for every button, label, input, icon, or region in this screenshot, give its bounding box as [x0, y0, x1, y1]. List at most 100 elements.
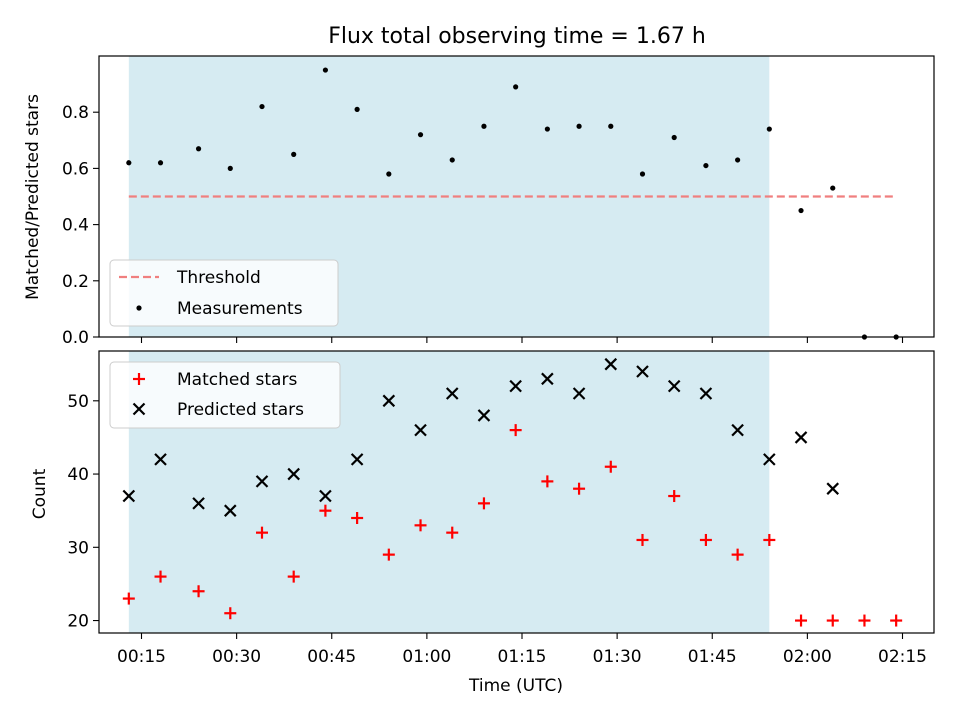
legend-matched-swatch [133, 373, 145, 385]
matched-star-marker [319, 504, 332, 517]
matched-star-marker [763, 533, 776, 546]
predicted-star-marker [122, 489, 136, 503]
measurement-point [354, 106, 360, 112]
predicted-star-marker [319, 489, 332, 503]
cross-stroke [350, 453, 364, 466]
top-x-ticks [140, 337, 904, 343]
predicted-star-markers [122, 357, 840, 517]
predicted-star-marker [445, 387, 459, 400]
predicted-star-marker [224, 504, 237, 517]
top-y-axis-label: Matched/Predicted stars [23, 94, 43, 300]
x-tick-label: 02:00 [783, 647, 832, 667]
measurement-point [639, 171, 646, 177]
predicted-star-marker [255, 475, 269, 488]
matched-star-marker [858, 614, 871, 627]
predicted-star-marker [154, 453, 167, 466]
cross-stroke [192, 497, 205, 510]
matched-star-marker [604, 460, 617, 473]
matched-star-marker [122, 592, 135, 605]
cross-stroke [132, 402, 146, 416]
x-tick-label: 01:45 [688, 647, 737, 667]
matched-star-marker [154, 570, 167, 583]
cross-stroke [445, 387, 459, 400]
y-tick-label: 50 [67, 392, 89, 412]
x-tick-label: 00:30 [212, 647, 261, 667]
cross-stroke [731, 423, 744, 437]
cross-stroke [826, 482, 840, 495]
measurement-point [576, 123, 582, 129]
y-tick-label: 0.8 [62, 103, 89, 123]
legend-cross [132, 402, 146, 416]
measurement-point [481, 123, 487, 129]
x-tick-label: 01:30 [593, 647, 642, 667]
measurement-point [513, 84, 519, 90]
cross-stroke [636, 365, 649, 378]
measurement-points [126, 67, 899, 340]
bottom-x-ticks: 00:15 00:30 00:45 01:00 01:15 01:30 01:45 02:00… [117, 633, 927, 667]
measurement-point [544, 126, 550, 132]
bottom-legend: Matched stars Predicted stars [109, 361, 341, 429]
cross-stroke [572, 387, 586, 400]
matched-star-marker [446, 526, 459, 539]
bottom-legend-box [109, 361, 341, 429]
legend-threshold-label: Threshold [176, 268, 261, 288]
cross-stroke [382, 394, 396, 408]
matched-star-marker [477, 497, 490, 510]
measurement-point [126, 160, 132, 166]
legend-predicted-swatch [132, 402, 146, 416]
predicted-star-marker [763, 453, 776, 466]
cross-stroke [604, 357, 618, 371]
y-tick-label: 40 [67, 465, 89, 485]
cross-stroke [763, 453, 776, 466]
cross-stroke [255, 475, 269, 488]
y-tick-label: 30 [67, 538, 89, 558]
top-y-ticks: 0.0 0.2 0.4 0.6 0.8 [62, 103, 99, 348]
predicted-star-marker [509, 379, 522, 393]
matched-star-marker [795, 614, 808, 627]
matched-star-markers [122, 424, 903, 627]
measurement-point [417, 132, 424, 138]
predicted-star-marker [192, 497, 205, 510]
cross-stroke [667, 379, 681, 393]
x-axis-label: Time (UTC) [468, 676, 563, 696]
legend-measurements-swatch [136, 305, 142, 311]
top-axes-frame [98, 55, 935, 338]
measurement-point [766, 126, 772, 132]
matched-star-marker [636, 533, 649, 546]
cross-stroke [477, 409, 491, 422]
bottom-y-ticks: 20 30 40 50 [67, 392, 99, 632]
cross-stroke [509, 379, 522, 393]
matched-star-marker [826, 614, 839, 627]
measurement-point [735, 157, 741, 163]
legend-predicted-label: Predicted stars [177, 400, 304, 420]
cross-stroke [414, 423, 427, 437]
matched-star-marker [255, 526, 268, 539]
matched-star-marker [731, 548, 744, 561]
matched-star-marker [351, 512, 364, 525]
measurement-point [291, 151, 297, 157]
matched-star-marker [890, 614, 903, 627]
cross-stroke [319, 489, 332, 503]
cross-stroke [154, 453, 167, 466]
matched-star-marker [668, 490, 681, 503]
measurement-point [608, 123, 614, 129]
matched-star-marker [573, 482, 586, 495]
predicted-star-marker [414, 423, 427, 437]
measurement-point [386, 171, 392, 177]
predicted-star-marker [604, 357, 618, 371]
measurement-point [157, 160, 164, 166]
top-legend-box [109, 259, 339, 327]
measurement-point [227, 165, 233, 171]
measurement-point [259, 103, 265, 110]
predicted-star-marker [541, 372, 554, 386]
predicted-star-marker [350, 453, 364, 466]
x-tick-label: 02:15 [878, 647, 927, 667]
matched-star-marker [287, 570, 300, 583]
legend-plus [133, 373, 145, 385]
cross-stroke [224, 504, 237, 517]
x-tick-label: 01:00 [402, 647, 451, 667]
matched-star-marker [541, 475, 554, 488]
predicted-star-marker [731, 423, 744, 437]
